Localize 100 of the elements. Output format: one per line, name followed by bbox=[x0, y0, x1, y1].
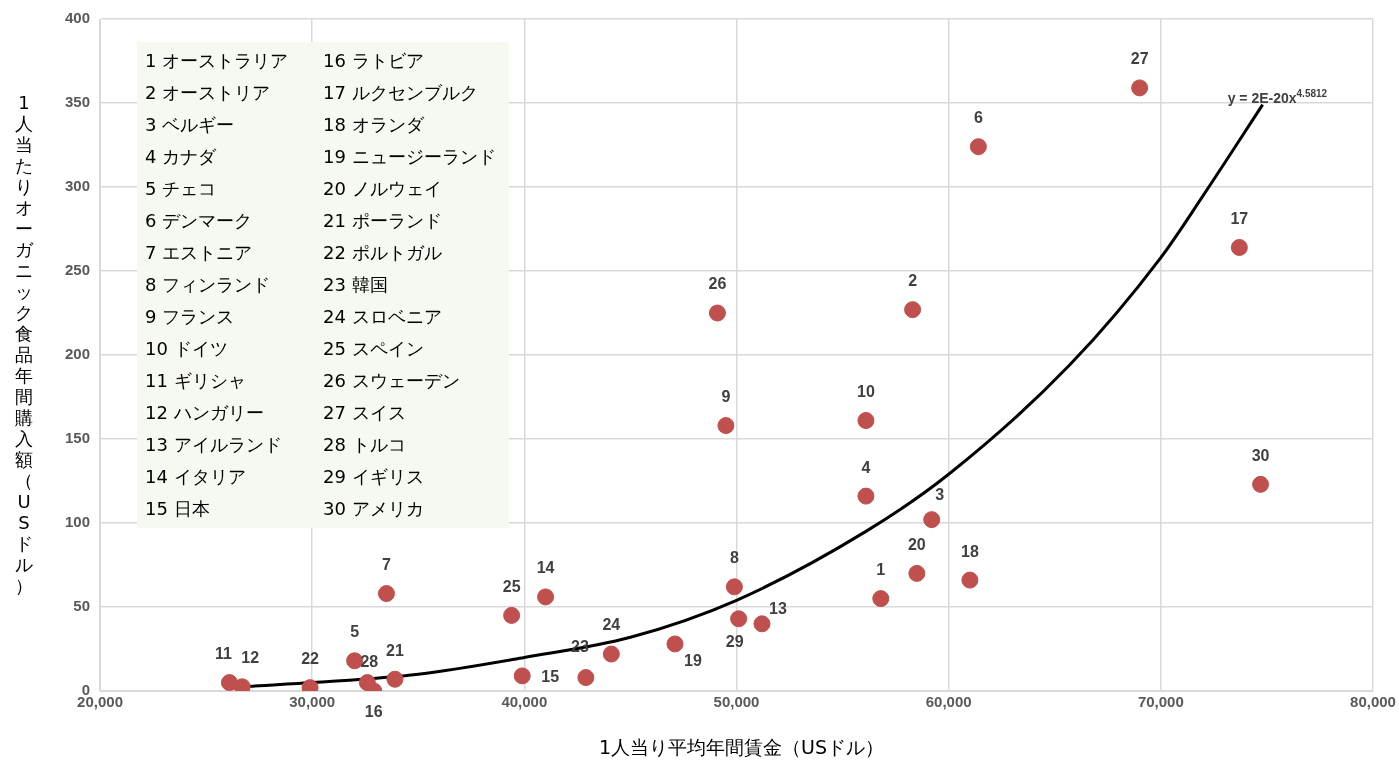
x-tick-label: 70,000 bbox=[1137, 693, 1184, 711]
annotation: 29 bbox=[725, 633, 744, 651]
annotation: 21 bbox=[386, 641, 404, 659]
point bbox=[513, 667, 531, 685]
annotation: 13 bbox=[769, 600, 787, 618]
annotation: 4 bbox=[861, 458, 871, 476]
point bbox=[358, 674, 376, 691]
x-axis-title: 1人当り平均年間賃金（USドル） bbox=[597, 735, 886, 760]
annotation: 20 ノルウェイ bbox=[323, 177, 443, 201]
point bbox=[577, 669, 595, 687]
x-tick-label: 30,000 bbox=[289, 693, 336, 711]
point bbox=[386, 670, 404, 688]
annotation: 1 オーストラリア bbox=[145, 49, 290, 73]
annotation: 5 bbox=[350, 623, 360, 641]
annotation: 14 bbox=[536, 559, 555, 577]
point bbox=[708, 304, 726, 322]
annotation: 24 スロベニア bbox=[323, 305, 443, 329]
annotation: 25 スペイン bbox=[323, 337, 425, 361]
annotation: 24 bbox=[602, 616, 621, 634]
annotation: 29 イギリス bbox=[323, 465, 425, 489]
annotation: 9 フランス bbox=[145, 305, 236, 329]
annotation: 2 オーストリア bbox=[145, 81, 272, 105]
point bbox=[857, 412, 875, 430]
annotation: 6 デンマーク bbox=[145, 209, 254, 233]
annotation: 3 ベルギー bbox=[145, 113, 236, 137]
point bbox=[872, 590, 890, 608]
annotation: 30 bbox=[1251, 446, 1270, 464]
annotation: 25 bbox=[502, 577, 521, 595]
annotation: 8 フィンランド bbox=[145, 273, 272, 297]
annotation: 19 ニュージーランド bbox=[323, 145, 496, 169]
y-tick-label: 300 bbox=[65, 177, 91, 195]
annotation: 19 bbox=[684, 652, 702, 670]
annotation: 10 bbox=[857, 382, 875, 400]
annotation: 26 bbox=[708, 275, 727, 293]
annotation: 12 bbox=[241, 649, 260, 667]
point bbox=[904, 301, 922, 319]
annotation: 7 bbox=[381, 555, 391, 573]
annotation: 1 bbox=[876, 561, 886, 579]
annotation: 7 エストニア bbox=[145, 241, 254, 265]
text: 1人当たりオーガニック食品年間購入額（USドル） bbox=[15, 92, 33, 596]
point bbox=[730, 610, 748, 628]
annotation: 11 bbox=[214, 645, 232, 663]
annotation: 15 日本 bbox=[145, 497, 211, 521]
annotation: 3 bbox=[935, 486, 945, 504]
x-tick-label: 40,000 bbox=[501, 693, 548, 711]
annotation: 16 bbox=[364, 703, 383, 721]
annotation: 17 ルクセンブルク bbox=[323, 81, 479, 105]
y-tick-label: 400 bbox=[65, 9, 91, 27]
point bbox=[857, 487, 875, 505]
point bbox=[503, 606, 521, 624]
point bbox=[908, 564, 926, 582]
point bbox=[1131, 79, 1149, 97]
annotation: 10 ドイツ bbox=[145, 337, 229, 361]
annotation: 13 アイルランド bbox=[145, 433, 283, 457]
annotation: 18 bbox=[960, 542, 979, 560]
annotation: 22 bbox=[301, 650, 320, 668]
annotation: 9 bbox=[721, 387, 731, 405]
annotation: 12 ハンガリー bbox=[145, 401, 265, 425]
annotation: 18 オランダ bbox=[323, 113, 425, 137]
point bbox=[666, 635, 684, 653]
annotation: 28 bbox=[360, 653, 379, 671]
point bbox=[717, 417, 735, 435]
point bbox=[969, 138, 987, 156]
annotation: 26 スウェーデン bbox=[323, 369, 461, 393]
annotation: 23 韓国 bbox=[323, 273, 389, 297]
annotation: 6 bbox=[973, 109, 983, 127]
annotation: 2 bbox=[908, 272, 918, 290]
annotation: 15 bbox=[541, 668, 560, 686]
x-tick-label: 80,000 bbox=[1350, 693, 1396, 711]
point bbox=[961, 571, 979, 589]
point bbox=[602, 645, 620, 663]
point bbox=[725, 578, 743, 596]
annotation: 21 ポーランド bbox=[323, 209, 443, 233]
point bbox=[377, 585, 395, 603]
annotation: 30 アメリカ bbox=[323, 497, 425, 521]
point bbox=[1230, 238, 1248, 256]
annotation: 27 スイス bbox=[323, 401, 407, 425]
y-tick-label: 100 bbox=[65, 513, 91, 531]
annotation: 14 イタリア bbox=[145, 465, 247, 489]
y-tick-label: 200 bbox=[65, 345, 91, 363]
annotation: 16 ラトビア bbox=[323, 49, 425, 73]
x-tick-label: 60,000 bbox=[925, 693, 972, 711]
point bbox=[923, 511, 941, 529]
y-tick-label: 350 bbox=[65, 93, 91, 111]
annotation: 11 ギリシャ bbox=[145, 369, 247, 393]
annotation: 8 bbox=[729, 549, 739, 567]
annotation: 22 ポルトガル bbox=[323, 241, 443, 265]
annotation: 28 トルコ bbox=[323, 433, 407, 457]
annotation: 27 bbox=[1130, 50, 1149, 68]
annotation: 5 チェコ bbox=[145, 177, 218, 201]
point bbox=[1252, 475, 1270, 493]
point bbox=[537, 588, 555, 606]
point bbox=[753, 615, 771, 633]
y-tick-label: 250 bbox=[65, 261, 91, 279]
y-tick-label: 50 bbox=[73, 597, 91, 615]
annotation: 20 bbox=[907, 535, 926, 553]
point bbox=[220, 674, 238, 691]
y-tick-label: 150 bbox=[65, 429, 91, 447]
x-tick-label: 50,000 bbox=[713, 693, 760, 711]
annotation: 17 bbox=[1230, 209, 1249, 227]
